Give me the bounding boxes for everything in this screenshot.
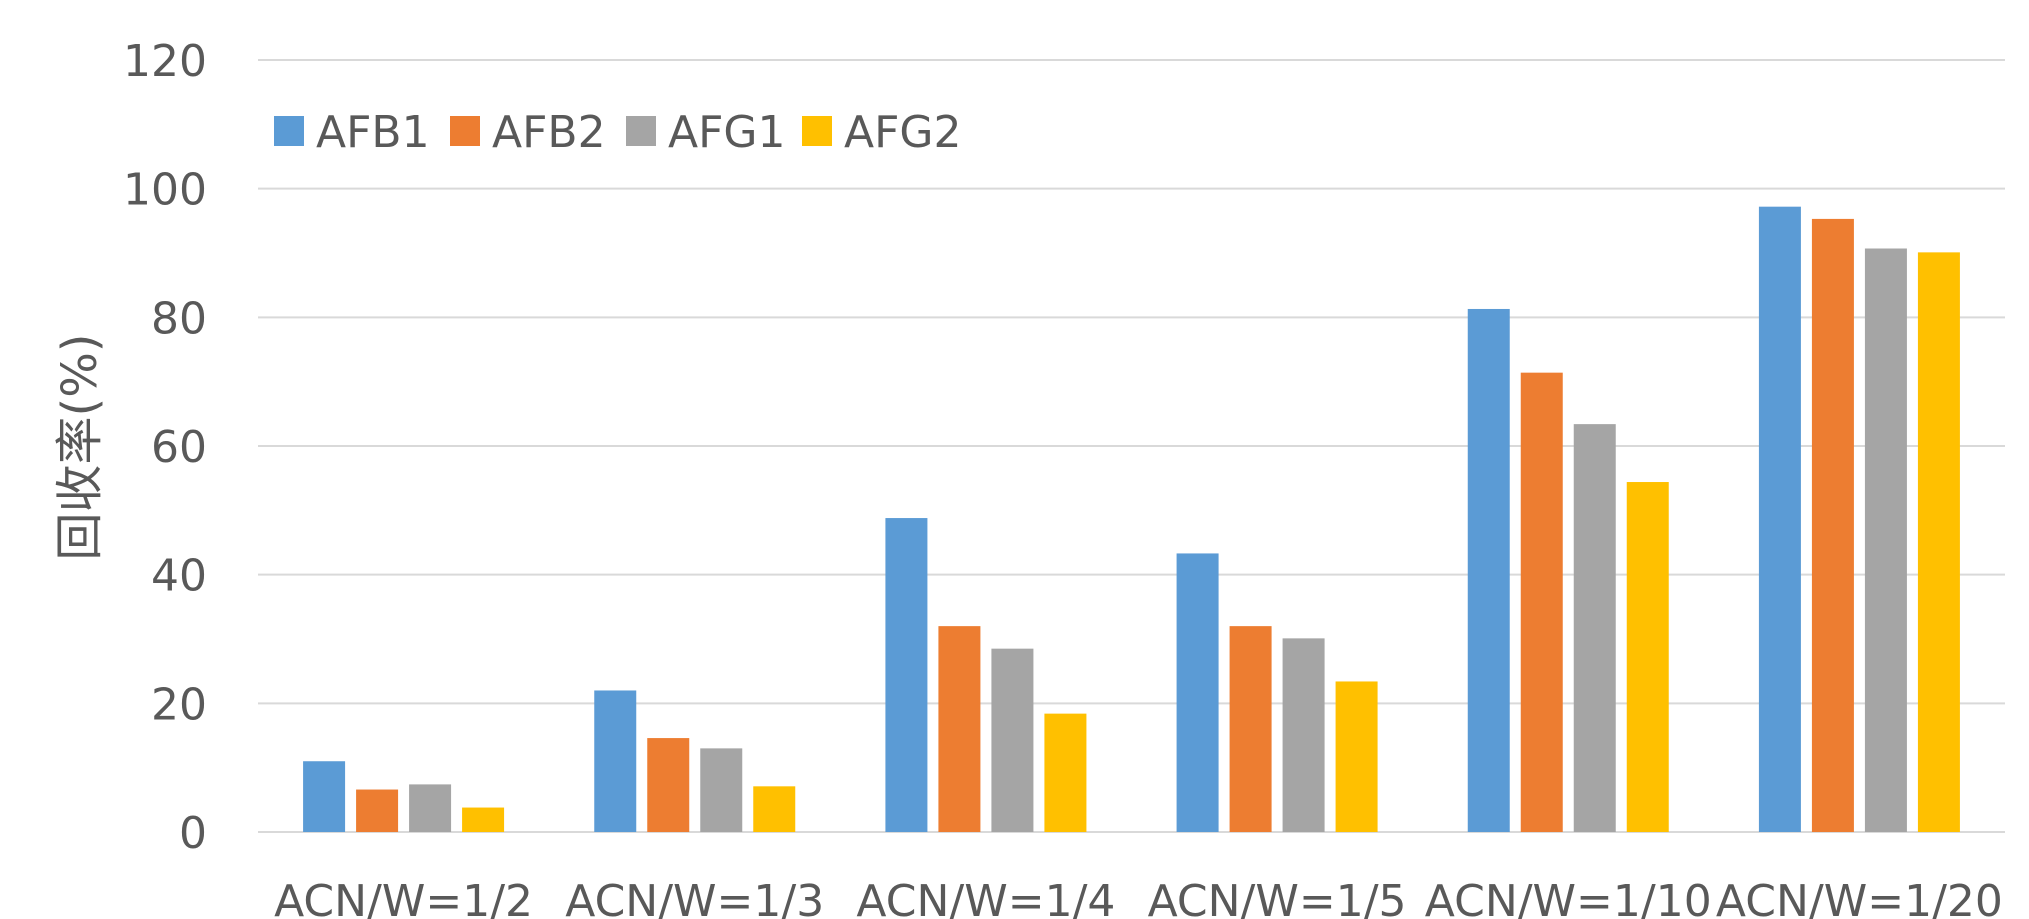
y-axis-title: 回收率(%) [52,333,108,560]
bar-afb1-1 [303,761,346,832]
bar-afg1-5 [1573,424,1616,832]
y-tick-label: 0 [179,808,207,859]
bar-afg1-6 [1864,248,1907,832]
bar-afg2-5 [1626,482,1669,832]
bar-afb1-3 [885,518,928,832]
gridlines [258,59,2005,833]
bar-afb1-5 [1467,308,1510,833]
x-tick-label: ACN/W=1/3 [565,876,824,919]
bar-afg1-1 [409,784,452,832]
legend-swatch-afg2 [802,116,832,146]
bar-afb2-1 [356,789,399,832]
bar-afb1-4 [1176,553,1219,832]
x-tick-label: ACN/W=1/10 [1425,876,1712,919]
bar-afb2-4 [1229,626,1272,832]
legend-swatch-afb1 [274,116,304,146]
bar-afg1-3 [991,648,1034,832]
y-axis-ticks: 0 20 40 60 80 100 120 [123,36,207,859]
bar-afg2-2 [753,786,796,832]
bar-afg2-3 [1044,713,1087,832]
bar-afg2-4 [1335,681,1378,832]
x-tick-label: ACN/W=1/20 [1716,876,2003,919]
legend-label-afg1: AFG1 [668,107,786,158]
legend-swatch-afg1 [626,116,656,146]
x-tick-label: ACN/W=1/5 [1148,876,1407,919]
x-tick-label: ACN/W=1/4 [856,876,1115,919]
bar-afg1-2 [700,748,743,832]
y-tick-label: 80 [151,293,207,344]
bar-afb2-5 [1520,372,1563,832]
bar-afb2-3 [938,626,981,832]
bar-afb1-6 [1758,206,1801,832]
legend-label-afb2: AFB2 [492,107,606,158]
legend-label-afg2: AFG2 [844,107,962,158]
bar-afb2-2 [647,738,690,832]
y-tick-label: 60 [151,422,207,473]
bar-afg2-6 [1917,252,1960,832]
bar-afg1-4 [1282,638,1325,832]
y-tick-label: 100 [123,165,207,216]
y-tick-label: 40 [151,551,207,602]
bar-afb1-2 [594,690,637,832]
bar-afg2-1 [462,807,505,832]
y-tick-label: 20 [151,679,207,730]
legend-swatch-afb2 [450,116,480,146]
x-tick-label: ACN/W=1/2 [274,876,533,919]
legend: AFB1 AFB2 AFG1 AFG2 [274,107,962,158]
legend-label-afb1: AFB1 [316,107,430,158]
y-tick-label: 120 [123,36,207,87]
bars [303,206,1960,833]
bar-afb2-6 [1811,218,1854,833]
x-axis-ticks: ACN/W=1/2 ACN/W=1/3 ACN/W=1/4 ACN/W=1/5 ACN/… [274,876,2003,919]
